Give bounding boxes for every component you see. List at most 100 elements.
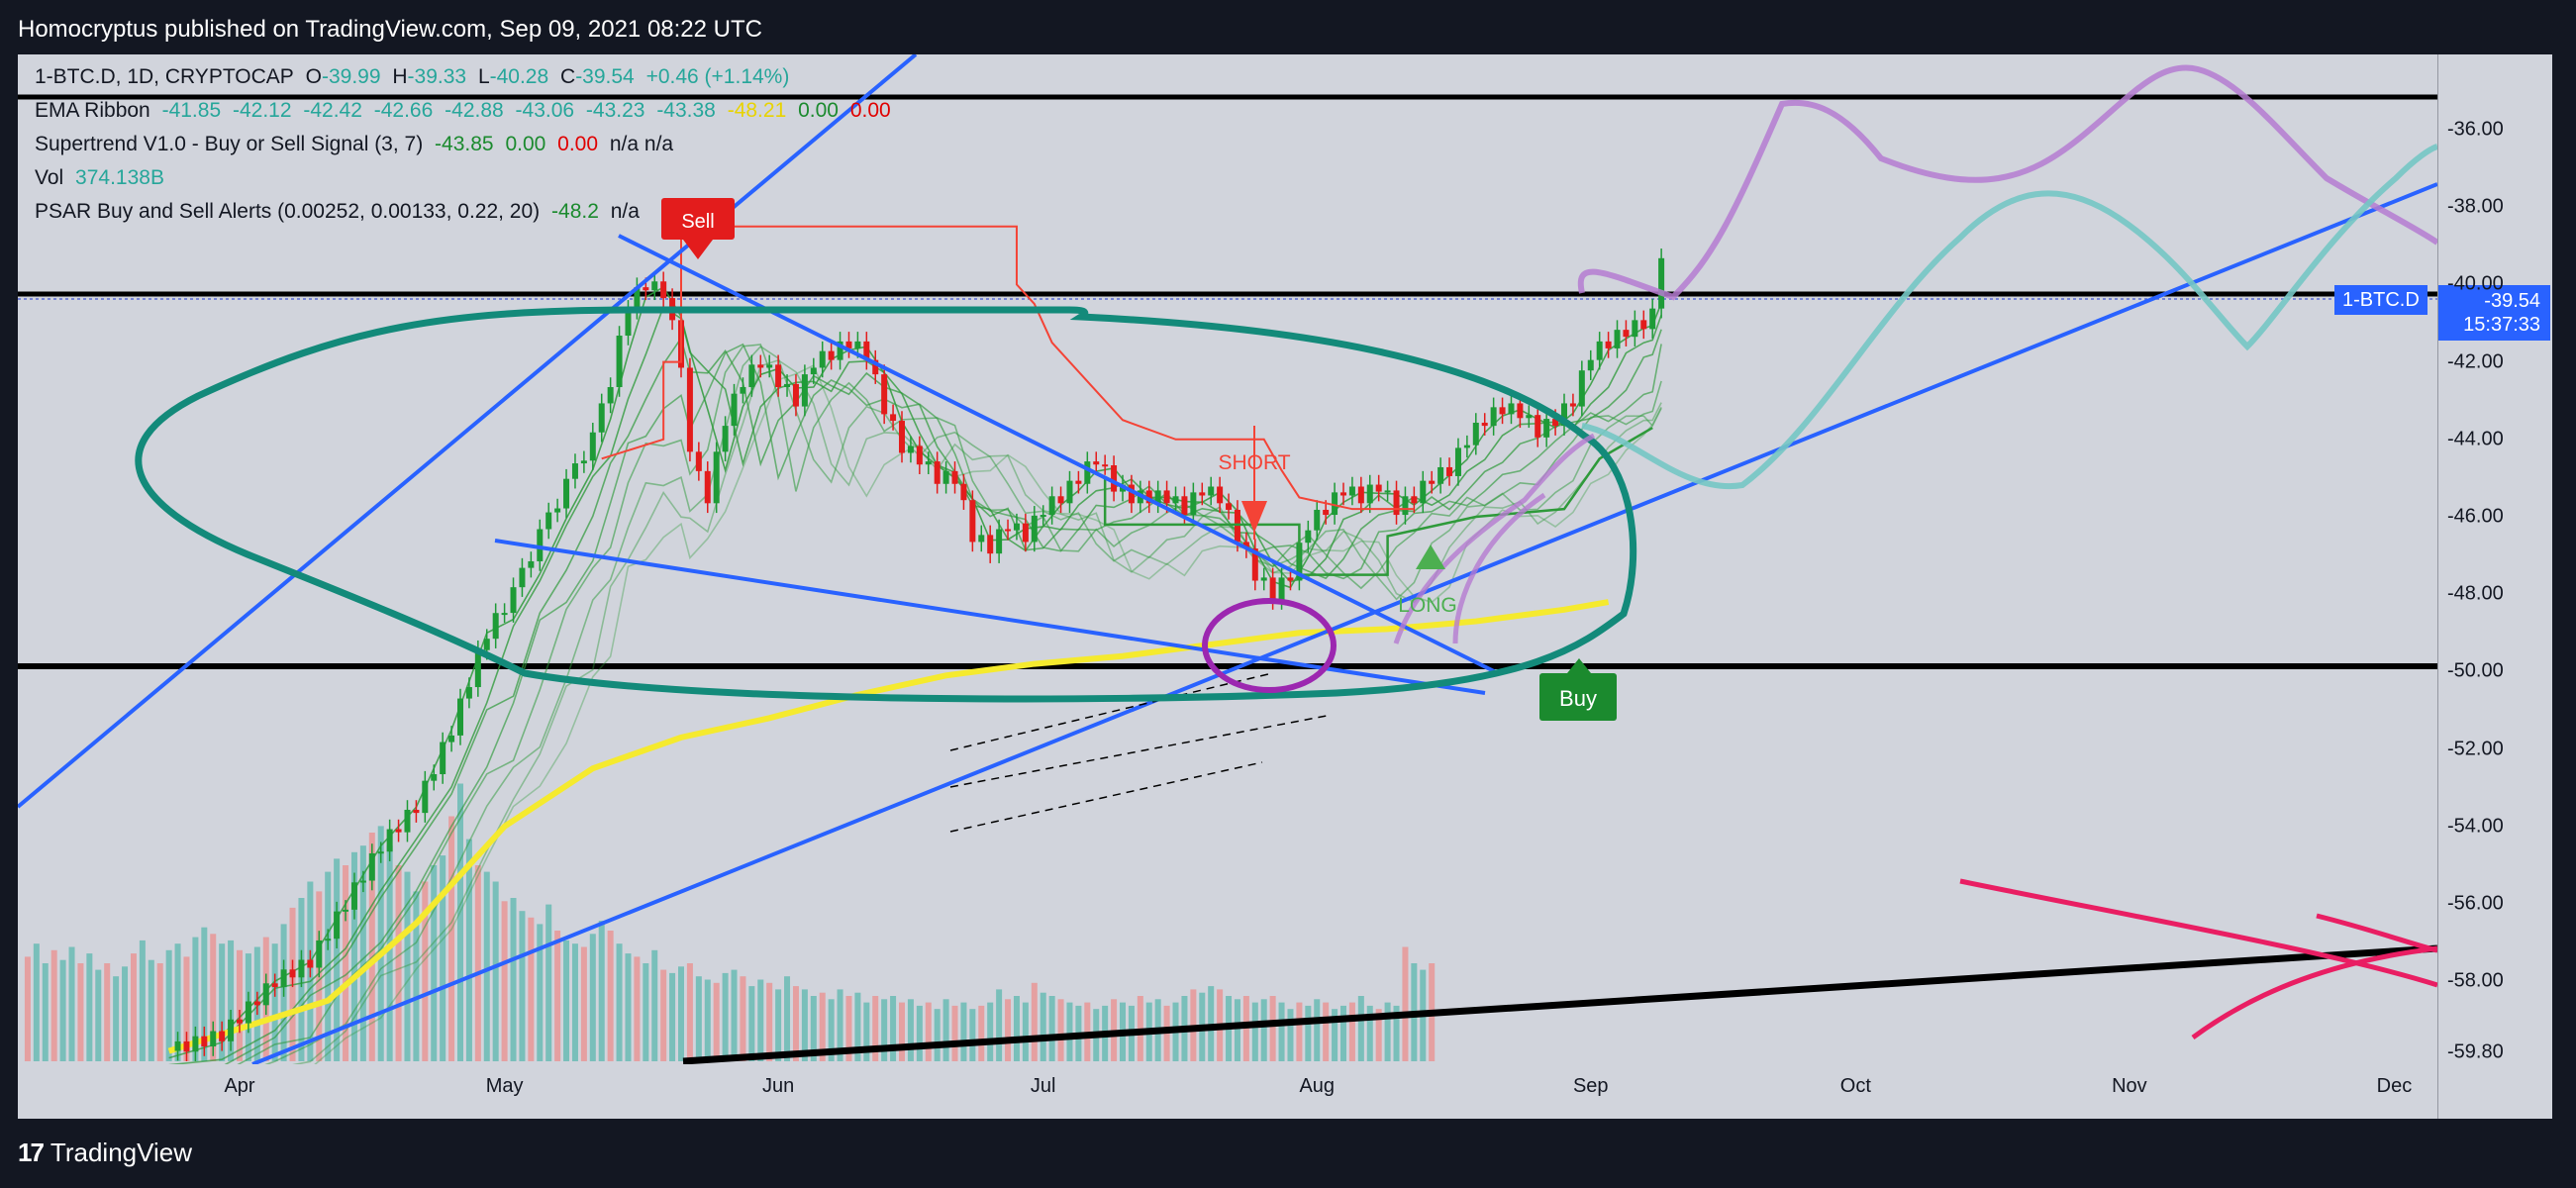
volume-bar xyxy=(165,949,172,1061)
legend-psar-name[interactable]: PSAR Buy and Sell Alerts (0.00252, 0.001… xyxy=(35,200,541,223)
ema-ribbon-line xyxy=(314,364,1662,1064)
candle-body xyxy=(431,774,438,781)
candle-body xyxy=(890,414,897,422)
legend-ema-value: -43.38 xyxy=(656,99,716,122)
candle-body xyxy=(934,461,941,484)
legend-ema-row[interactable]: EMA Ribbon -41.85 -42.12 -42.42 -42.66 -… xyxy=(35,99,897,123)
legend-high-label: H xyxy=(392,65,408,88)
candle-body xyxy=(1632,320,1638,338)
candle-body xyxy=(1587,359,1594,371)
candle-body xyxy=(413,809,420,814)
candle-body xyxy=(1348,486,1355,496)
candle-body xyxy=(899,421,905,453)
legend-supertrend-na: n/a n/a xyxy=(609,133,674,155)
volume-bar xyxy=(1278,1002,1285,1061)
candle-body xyxy=(907,446,914,453)
volume-bar xyxy=(1251,1002,1258,1061)
candle-body xyxy=(625,309,632,337)
volume-bar xyxy=(483,871,490,1061)
candle-body xyxy=(713,451,720,504)
volume-bar xyxy=(951,1005,958,1061)
last-price-label: -39.54 15:37:33 xyxy=(2438,285,2550,341)
legend-supertrend-row[interactable]: Supertrend V1.0 - Buy or Sell Signal (3,… xyxy=(35,133,679,156)
price-tick-label: -59.80 xyxy=(2447,1040,2504,1063)
candle-body xyxy=(448,735,455,742)
price-tick-label: -56.00 xyxy=(2447,892,2504,915)
volume-bar xyxy=(33,943,40,1061)
legend-psar-na: n/a xyxy=(610,200,640,223)
projection-purple-brush xyxy=(1393,433,1596,644)
candle-body xyxy=(1084,461,1091,484)
candle-body xyxy=(1199,492,1206,496)
volume-bar xyxy=(969,1009,976,1061)
volume-bar xyxy=(872,996,879,1061)
volume-bar xyxy=(104,963,111,1061)
volume-bar xyxy=(713,982,720,1061)
time-tick-label: Dec xyxy=(2376,1075,2413,1097)
legend-ema-value: -43.06 xyxy=(515,99,575,122)
candle-body xyxy=(228,1019,235,1041)
candle-body xyxy=(1454,447,1461,476)
ema-ribbon-line xyxy=(292,358,1662,1064)
candle-body xyxy=(1463,445,1470,448)
legend-close-label: C xyxy=(560,65,576,88)
volume-bar xyxy=(942,999,949,1061)
legend-vol-value: 374.138B xyxy=(75,166,164,189)
candle-body xyxy=(1508,403,1515,415)
footer-brand-label: TradingView xyxy=(50,1138,192,1167)
candle-body xyxy=(1384,490,1391,493)
volume-bar xyxy=(571,943,578,1061)
legend-supertrend-name[interactable]: Supertrend V1.0 - Buy or Sell Signal (3,… xyxy=(35,133,424,155)
volume-bar xyxy=(440,855,446,1061)
candle-body xyxy=(828,350,835,360)
volume-bar xyxy=(68,946,75,1061)
pink-arrow-line xyxy=(2191,945,2437,1040)
candle-body xyxy=(996,529,1003,554)
volume-bar xyxy=(1366,1005,1373,1061)
footer-brand[interactable]: 17 TradingView xyxy=(18,1129,192,1176)
volume-bar xyxy=(457,783,463,1061)
legend-vol-name[interactable]: Vol xyxy=(35,166,64,189)
price-tick-label: -58.00 xyxy=(2447,969,2504,992)
candle-body xyxy=(474,649,481,688)
volume-bar xyxy=(59,959,66,1061)
candle-body xyxy=(1561,403,1567,427)
candle-body xyxy=(334,911,341,940)
candle-body xyxy=(359,880,366,883)
candle-body xyxy=(465,687,472,699)
volume-bar xyxy=(1287,1009,1294,1061)
legend-symbol[interactable]: 1-BTC.D, 1D, CRYPTOCAP xyxy=(35,65,294,88)
chart-pane[interactable] xyxy=(18,54,2437,1119)
legend-psar-row[interactable]: PSAR Buy and Sell Alerts (0.00252, 0.001… xyxy=(35,200,645,224)
volume-bar xyxy=(1402,946,1409,1061)
legend-ema-value: -42.12 xyxy=(232,99,292,122)
legend-ema-name[interactable]: EMA Ribbon xyxy=(35,99,150,122)
legend-vol-row[interactable]: Vol 374.138B xyxy=(35,166,170,190)
sell-signal-box xyxy=(661,198,735,240)
candle-body xyxy=(1437,466,1444,484)
volume-bar xyxy=(722,972,729,1061)
candle-body xyxy=(528,560,535,568)
volume-bar xyxy=(704,979,711,1061)
volume-bar xyxy=(1048,996,1055,1061)
candle-body xyxy=(1278,577,1285,601)
candle-body xyxy=(942,470,949,484)
price-tick-label: -48.00 xyxy=(2447,582,2504,605)
candle-body xyxy=(1031,515,1038,543)
volume-bar xyxy=(740,976,746,1061)
candle-body xyxy=(1226,503,1233,510)
volume-bar xyxy=(519,911,526,1061)
volume-bar xyxy=(678,966,684,1061)
volume-bar xyxy=(651,949,658,1061)
time-tick-label: Sep xyxy=(1572,1075,1609,1097)
volume-bar xyxy=(1296,1002,1303,1061)
price-tick-label: -42.00 xyxy=(2447,350,2504,373)
price-scale[interactable] xyxy=(2437,54,2552,1119)
candle-body xyxy=(987,535,994,554)
ema-ribbon-line xyxy=(237,344,1662,1064)
candle-body xyxy=(1154,490,1161,504)
candle-body xyxy=(307,959,314,968)
dashed-guide-line xyxy=(949,672,1273,751)
volume-bar xyxy=(77,963,84,1061)
